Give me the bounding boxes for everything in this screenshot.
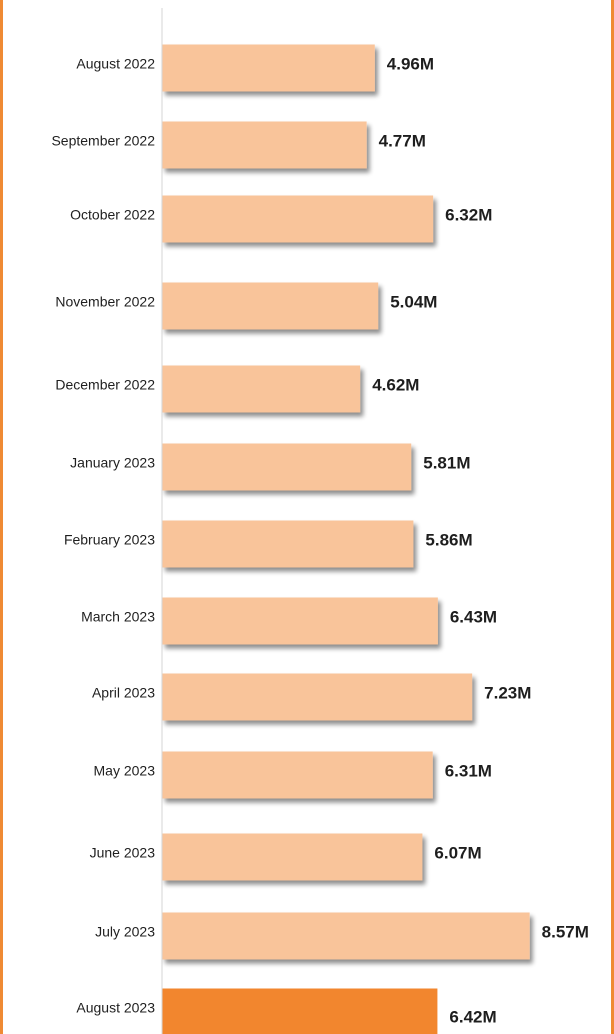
category-label-april-2023: April 2023 — [92, 685, 155, 701]
value-label-december-2022: 4.62M — [372, 375, 419, 394]
bar-october-2022 — [162, 195, 434, 243]
value-label-may-2023: 6.31M — [445, 761, 492, 780]
bar-september-2022 — [162, 121, 367, 169]
bar-april-2023 — [162, 673, 473, 721]
value-label-february-2023: 5.86M — [425, 530, 472, 549]
category-label-september-2022: September 2022 — [51, 133, 155, 149]
bar-december-2022 — [162, 365, 361, 413]
category-label-august-2023: August 2023 — [76, 1000, 155, 1016]
value-label-january-2023: 5.81M — [423, 453, 470, 472]
category-label-january-2023: January 2023 — [70, 455, 155, 471]
bar-july-2023 — [162, 912, 530, 960]
category-label-march-2023: March 2023 — [81, 609, 155, 625]
category-label-may-2023: May 2023 — [94, 763, 156, 779]
bar-may-2023 — [162, 751, 433, 799]
bar-august-2022 — [162, 44, 375, 92]
bar-chart: August 2022 4.96M September 2022 4.77M Octob… — [51, 8, 589, 1034]
value-label-august-2023: 6.42M — [449, 1007, 496, 1026]
value-label-july-2023: 8.57M — [542, 922, 589, 941]
value-label-april-2023: 7.23M — [484, 683, 531, 702]
value-label-october-2022: 6.32M — [445, 205, 492, 224]
category-label-february-2023: February 2023 — [64, 532, 155, 548]
bar-january-2023 — [162, 443, 412, 491]
bar-november-2022 — [162, 282, 379, 330]
bar-march-2023 — [162, 597, 438, 645]
bar-february-2023 — [162, 520, 414, 568]
value-label-march-2023: 6.43M — [450, 607, 497, 626]
value-label-august-2022: 4.96M — [387, 54, 434, 73]
bars-layer — [162, 44, 530, 1034]
labels-layer: August 2022 4.96M September 2022 4.77M Octob… — [51, 54, 588, 1026]
category-label-july-2023: July 2023 — [95, 924, 155, 940]
value-label-june-2023: 6.07M — [434, 843, 481, 862]
category-label-november-2022: November 2022 — [55, 294, 155, 310]
value-label-november-2022: 5.04M — [390, 292, 437, 311]
category-label-december-2022: December 2022 — [55, 377, 155, 393]
value-label-september-2022: 4.77M — [379, 131, 426, 150]
category-label-august-2022: August 2022 — [76, 56, 155, 72]
category-label-june-2023: June 2023 — [90, 845, 156, 861]
bar-august-2023 — [162, 988, 438, 1034]
category-label-october-2022: October 2022 — [70, 207, 155, 223]
bar-june-2023 — [162, 833, 423, 881]
